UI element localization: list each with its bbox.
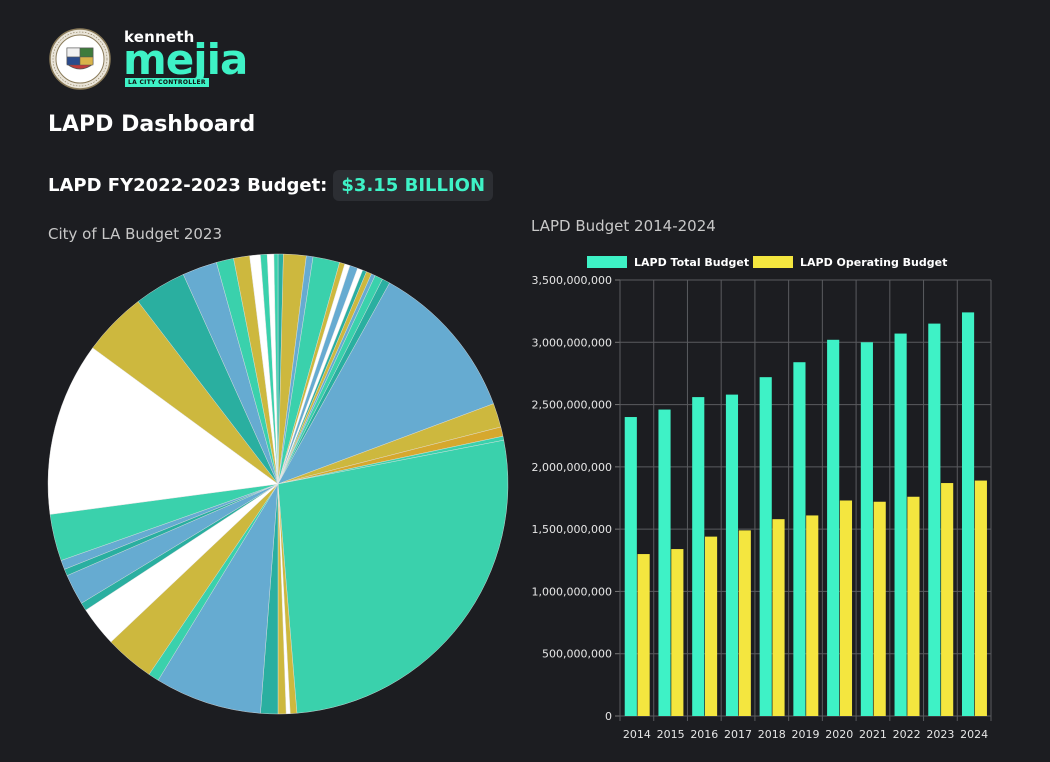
controller-logo: kenneth mejia LA CITY CONTROLLER <box>123 28 264 88</box>
x-tick-label: 2021 <box>859 728 887 741</box>
bar-operating-2021[interactable] <box>873 501 886 716</box>
lapd-budget-bar-chart: 0 500,000,000 1,000,000,000 1,500,000,000 2,… <box>532 256 992 741</box>
bar-operating-2014[interactable] <box>637 554 650 716</box>
bar-total-2023[interactable] <box>928 323 941 716</box>
bar-total-2015[interactable] <box>658 409 671 716</box>
bar-total-2021[interactable] <box>860 342 873 716</box>
x-tick-label: 2018 <box>758 728 786 741</box>
x-tick-label: 2016 <box>690 728 718 741</box>
x-tick-label: 2017 <box>724 728 752 741</box>
logo-first-name: kenneth <box>124 28 195 46</box>
bar-total-2020[interactable] <box>827 339 840 716</box>
la-city-seal-icon <box>49 28 111 90</box>
bar-total-2024[interactable] <box>961 312 975 716</box>
y-tick-label: 0 <box>605 710 612 723</box>
bar-operating-2017[interactable] <box>738 530 751 716</box>
pie-slice-31[interactable] <box>47 347 279 515</box>
bar-total-2019[interactable] <box>793 362 806 716</box>
pie-chart-title: City of LA Budget 2023 <box>48 225 223 243</box>
bar-operating-2016[interactable] <box>704 536 718 716</box>
y-tick-label: 500,000,000 <box>542 648 612 661</box>
bar-operating-2023[interactable] <box>941 483 954 716</box>
y-tick-label: 2,500,000,000 <box>532 399 612 412</box>
bar-operating-2022[interactable] <box>907 496 920 716</box>
bar-total-2014[interactable] <box>624 417 637 716</box>
pie-slice-40[interactable] <box>273 253 279 485</box>
x-tick-label: 2019 <box>792 728 820 741</box>
bar-total-2016[interactable] <box>692 397 705 716</box>
legend-label[interactable]: LAPD Total Budget <box>634 256 749 269</box>
bar-operating-2024[interactable] <box>974 480 987 716</box>
bar-operating-2020[interactable] <box>839 500 853 716</box>
budget-amount-badge: $3.15 BILLION <box>333 169 494 201</box>
budget-label: LAPD FY2022-2023 Budget: <box>48 174 328 196</box>
pie-slice-17[interactable] <box>277 439 509 714</box>
legend-swatch <box>753 256 793 268</box>
bar-operating-2019[interactable] <box>806 515 819 716</box>
x-tick-label: 2022 <box>893 728 921 741</box>
y-tick-label: 1,000,000,000 <box>532 585 612 598</box>
bar-total-2022[interactable] <box>894 333 907 716</box>
x-tick-label: 2014 <box>623 728 651 741</box>
y-tick-label: 3,500,000,000 <box>532 274 612 287</box>
page-title: LAPD Dashboard <box>48 112 256 137</box>
y-tick-label: 2,000,000,000 <box>532 461 612 474</box>
logo-last-name: mejia <box>123 35 248 84</box>
bar-operating-2015[interactable] <box>671 549 684 716</box>
bar-total-2018[interactable] <box>759 377 772 716</box>
x-tick-label: 2020 <box>825 728 853 741</box>
bar-total-2017[interactable] <box>725 394 739 716</box>
x-tick-label: 2024 <box>960 728 988 741</box>
x-tick-label: 2015 <box>657 728 685 741</box>
city-budget-pie-chart <box>47 253 509 715</box>
budget-summary: LAPD FY2022-2023 Budget: $3.15 BILLION <box>48 168 494 202</box>
bar-operating-2018[interactable] <box>772 519 785 716</box>
pie-slice-13[interactable] <box>277 282 494 485</box>
bar-chart-title: LAPD Budget 2014-2024 <box>531 217 716 235</box>
legend-label[interactable]: LAPD Operating Budget <box>800 256 947 269</box>
legend-swatch <box>587 256 627 268</box>
y-tick-label: 1,500,000,000 <box>532 523 612 536</box>
x-tick-label: 2023 <box>926 728 954 741</box>
logo-tagline: LA CITY CONTROLLER <box>125 78 209 87</box>
y-tick-label: 3,000,000,000 <box>532 336 612 349</box>
pie-slice-22[interactable] <box>157 483 279 714</box>
